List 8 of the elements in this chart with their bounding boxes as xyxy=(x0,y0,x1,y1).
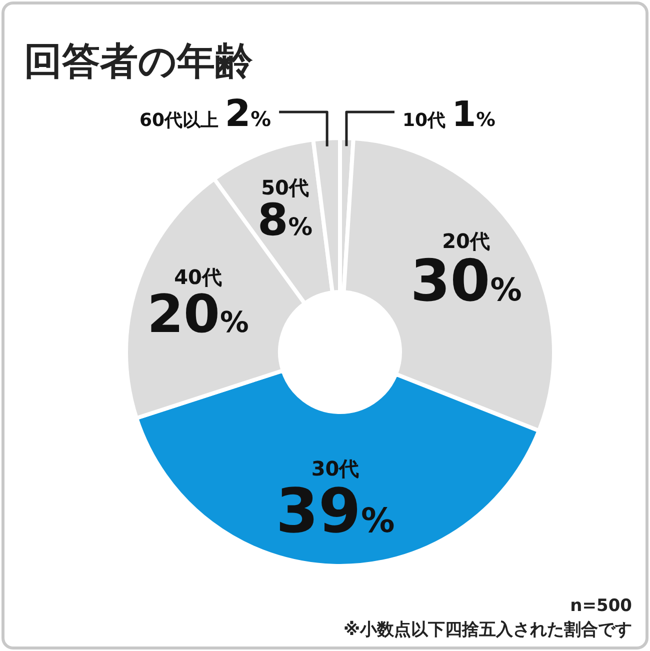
slice-label: 60代以上 xyxy=(140,110,225,131)
text: ※小数点以下四捨五入された割合です xyxy=(343,620,632,640)
chart-title: 回答者の年齢 xyxy=(24,39,253,83)
data-label: 2% xyxy=(224,92,272,135)
slice-label: 50代 xyxy=(261,176,309,200)
data-label: 1% xyxy=(452,95,496,135)
text: n=500 xyxy=(570,596,632,616)
slice-label: 10代 xyxy=(402,110,452,131)
